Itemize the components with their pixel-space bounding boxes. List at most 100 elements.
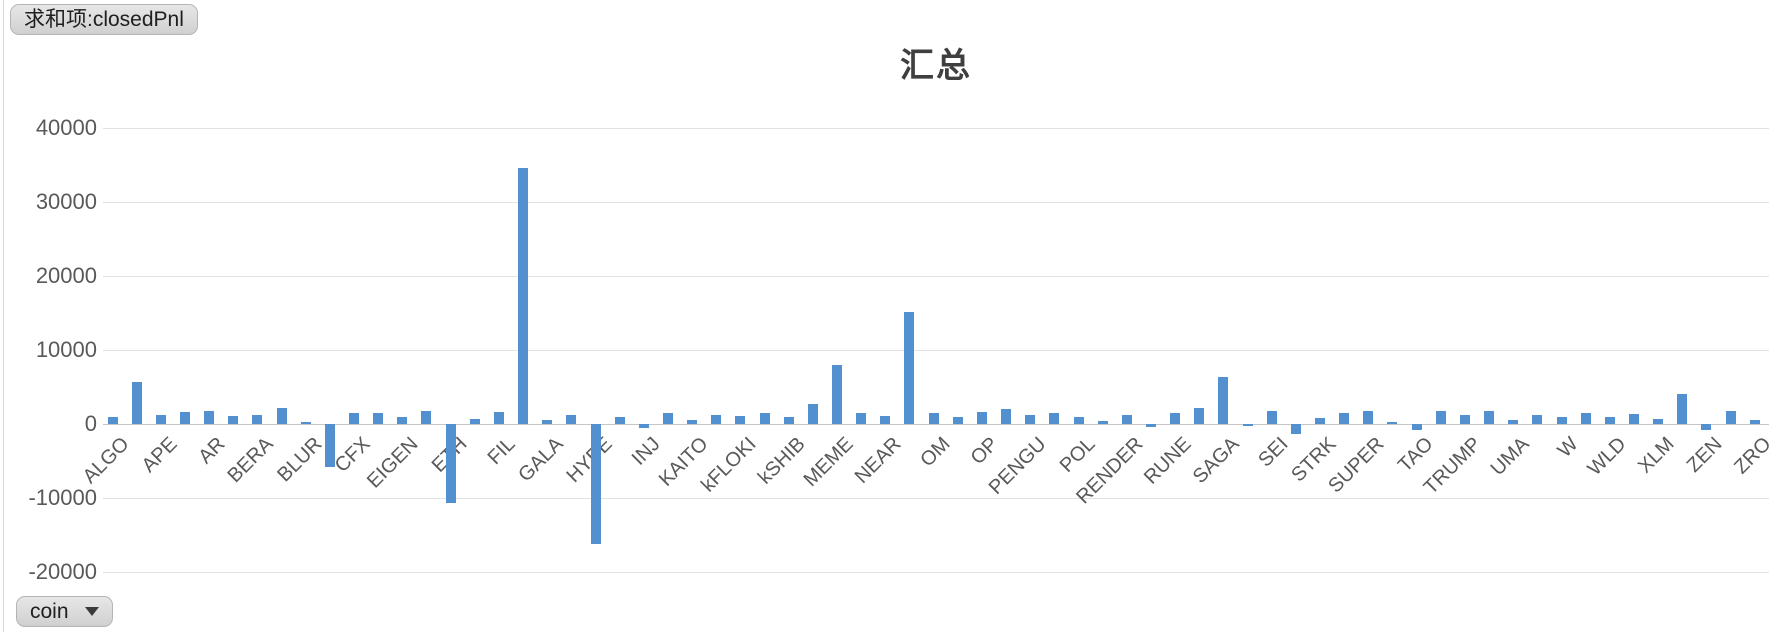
chart-bar[interactable] xyxy=(1387,421,1398,424)
chart-bar-ALGO[interactable] xyxy=(107,416,118,424)
x-axis-label: UMA xyxy=(1486,433,1534,480)
chart-bar[interactable] xyxy=(1001,409,1012,424)
y-axis-tick-label: -20000 xyxy=(28,559,97,584)
chart-bar-TAO[interactable] xyxy=(1411,424,1422,430)
value-field-button[interactable]: 求和项:closedPnl xyxy=(10,4,198,35)
chart-bar[interactable] xyxy=(1532,415,1543,424)
chart-bar[interactable] xyxy=(759,413,770,424)
chart-bar[interactable] xyxy=(131,381,142,424)
chart-bar[interactable] xyxy=(952,416,963,424)
chart-bar[interactable] xyxy=(1194,408,1205,424)
chart-bar-kSHIB[interactable] xyxy=(783,416,794,424)
chart-bar-NEAR[interactable] xyxy=(880,416,891,424)
chart-bar-HYPE[interactable] xyxy=(590,424,601,544)
chart-bar-kFLOKI[interactable] xyxy=(735,415,746,424)
chart-bar-W[interactable] xyxy=(1556,417,1567,424)
chart-bar[interactable] xyxy=(1628,414,1639,424)
y-axis-tick-label: 10000 xyxy=(35,337,97,362)
chart-bar-OM[interactable] xyxy=(928,412,939,424)
chart-bar[interactable] xyxy=(1725,410,1736,424)
gridline xyxy=(103,498,1769,499)
chart-bar-SEI[interactable] xyxy=(1266,410,1277,424)
chart-bar-POL[interactable] xyxy=(1073,417,1084,424)
chart-bar[interactable] xyxy=(1677,393,1688,424)
chart-title: 汇总 xyxy=(900,47,972,85)
chart-bar-GALA[interactable] xyxy=(542,419,553,424)
x-axis-label: ZEN xyxy=(1683,433,1727,477)
chart-bar[interactable] xyxy=(276,408,287,424)
chart-bar-RUNE[interactable] xyxy=(1170,413,1181,424)
chart-bar[interactable] xyxy=(807,404,818,424)
chart-bar-KAITO[interactable] xyxy=(687,420,698,424)
chart-bar-STRK[interactable] xyxy=(1315,418,1325,424)
chart-bar[interactable] xyxy=(904,312,915,424)
chart-bar[interactable] xyxy=(1049,412,1060,424)
plot-area: ALGOAPEARBERABLURCFXEIGENETHFILGALAHYPEI… xyxy=(78,128,1775,573)
chart-bar-BERA[interactable] xyxy=(252,415,263,424)
chart-bar[interactable] xyxy=(1290,424,1301,434)
x-axis-label: INJ xyxy=(627,433,665,470)
gridline xyxy=(103,202,1769,203)
chart-bar[interactable] xyxy=(179,412,190,424)
chart-bar-SAGA[interactable] xyxy=(1218,376,1229,424)
chart-bar[interactable] xyxy=(1435,411,1446,424)
chart-bar[interactable] xyxy=(421,411,432,424)
chart-bar[interactable] xyxy=(1339,413,1350,424)
chart-bar-RENDER[interactable] xyxy=(1121,415,1132,424)
chart-bar-PENGU[interactable] xyxy=(1025,415,1036,424)
chart-bar[interactable] xyxy=(518,167,529,424)
chart-bar[interactable] xyxy=(1242,424,1253,427)
chart-bar-INJ[interactable] xyxy=(638,424,649,428)
chart-bar-BLUR[interactable] xyxy=(300,421,311,424)
category-field-button[interactable]: coin xyxy=(16,596,113,627)
chart-bar[interactable] xyxy=(1484,410,1495,424)
x-axis-label: OM xyxy=(915,433,955,472)
x-axis-label: BERA xyxy=(223,433,278,488)
window-left-border xyxy=(3,0,4,632)
chart-bar[interactable] xyxy=(373,412,384,424)
chart-bar[interactable] xyxy=(1145,424,1156,428)
gridline xyxy=(103,276,1769,277)
chart-bar[interactable] xyxy=(566,415,577,424)
chart-bar[interactable] xyxy=(228,416,239,424)
chart-bar-ZRO[interactable] xyxy=(1749,419,1760,424)
chart-bar[interactable] xyxy=(662,412,673,424)
chart-bar-UMA[interactable] xyxy=(1508,419,1519,424)
x-axis-label: AR xyxy=(194,433,230,469)
y-axis-tick-label: 0 xyxy=(84,411,97,436)
x-axis-label: OP xyxy=(966,433,1003,469)
chart-bar[interactable] xyxy=(1097,420,1108,424)
x-axis-label: SAGA xyxy=(1189,433,1244,488)
x-axis-label: MEME xyxy=(799,433,858,491)
chart-bar-MEME[interactable] xyxy=(832,364,842,424)
chart-bar-EIGEN[interactable] xyxy=(397,416,408,424)
x-axis-label: RUNE xyxy=(1140,433,1196,489)
chart-bar-OP[interactable] xyxy=(976,412,987,424)
x-axis-label: BLUR xyxy=(272,433,327,487)
chart-bar-FIL[interactable] xyxy=(493,412,504,424)
chart-bar[interactable] xyxy=(856,412,867,424)
x-axis-label: kSHIB xyxy=(753,433,810,489)
chart-bar[interactable] xyxy=(614,416,625,424)
chart-bar-CFX[interactable] xyxy=(349,412,359,424)
x-axis-label: ALGO xyxy=(78,433,134,488)
chart-bar-TRUMP[interactable] xyxy=(1459,415,1470,424)
gridline xyxy=(103,128,1769,129)
y-axis-tick-label: 20000 xyxy=(35,263,97,288)
chart-bar-XLM[interactable] xyxy=(1653,418,1664,424)
x-axis-label: SEI xyxy=(1253,433,1293,472)
chart-bar-SUPER[interactable] xyxy=(1363,411,1374,424)
chart-bar-WLD[interactable] xyxy=(1604,417,1615,424)
chart-bar[interactable] xyxy=(324,424,335,467)
chart-bar-APE[interactable] xyxy=(155,415,166,424)
chart-bar[interactable] xyxy=(1580,412,1591,424)
gridline xyxy=(103,350,1769,351)
chart-bar-ETH[interactable] xyxy=(445,424,456,503)
x-axis-line xyxy=(103,424,1769,425)
chart-bar[interactable] xyxy=(469,418,480,424)
category-field-label: coin xyxy=(30,600,69,623)
chart-bar-ZEN[interactable] xyxy=(1701,424,1712,430)
x-axis-label: WLD xyxy=(1583,433,1631,480)
chart-bar-AR[interactable] xyxy=(204,411,215,424)
chart-bar[interactable] xyxy=(711,415,722,424)
